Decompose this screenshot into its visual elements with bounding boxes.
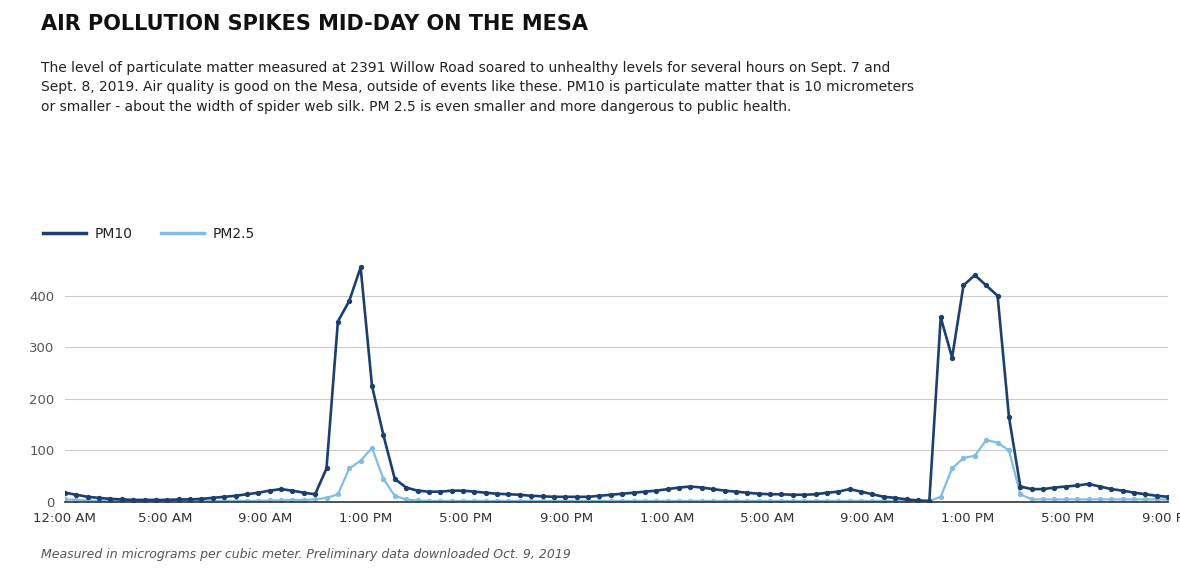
Text: AIR POLLUTION SPIKES MID-DAY ON THE MESA: AIR POLLUTION SPIKES MID-DAY ON THE MESA xyxy=(41,14,589,35)
Text: PM10: PM10 xyxy=(94,227,132,241)
Text: The level of particulate matter measured at 2391 Willow Road soared to unhealthy: The level of particulate matter measured… xyxy=(41,61,914,114)
Text: PM2.5: PM2.5 xyxy=(212,227,255,241)
Text: Measured in micrograms per cubic meter. Preliminary data downloaded Oct. 9, 2019: Measured in micrograms per cubic meter. … xyxy=(41,548,571,561)
